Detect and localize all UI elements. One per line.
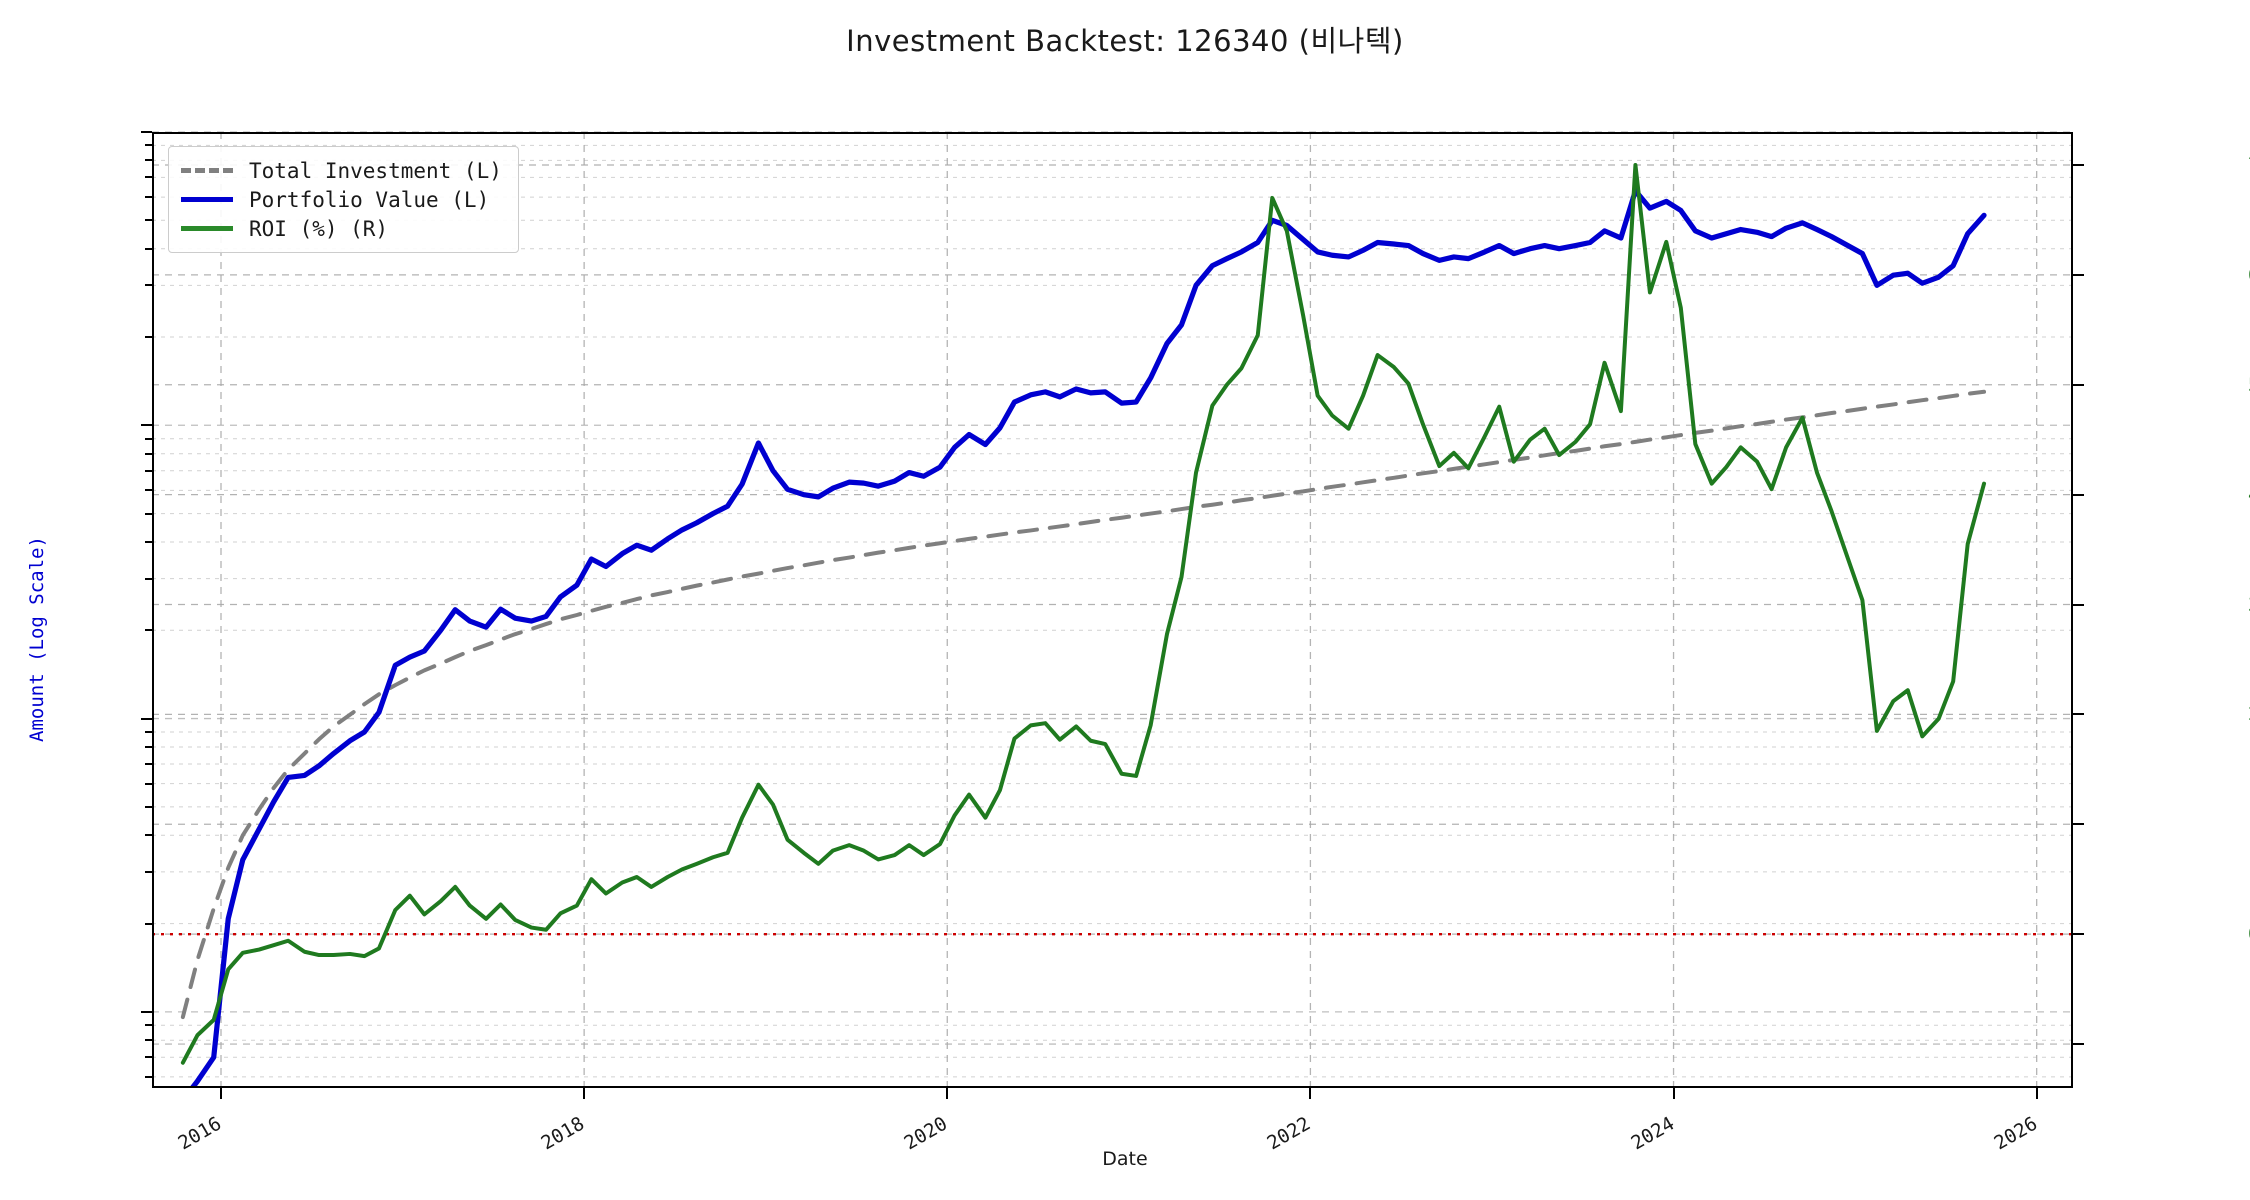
y-axis-right-tick-label: 700 [2248, 154, 2250, 176]
y-axis-right-tick-label: -100 [2248, 1033, 2250, 1055]
y-axis-left-minor-tick [145, 805, 152, 808]
y-axis-left-tick-mark [141, 1010, 152, 1013]
y-axis-left-minor-tick [145, 512, 152, 515]
series-line-2 [180, 162, 1987, 1065]
series-line-0 [180, 389, 1987, 1020]
legend-swatch-green-icon [181, 226, 233, 231]
legend-item-total-investment[interactable]: Total Investment (L) [181, 156, 502, 185]
y-axis-left-minor-tick [145, 834, 152, 837]
y-axis-right-tick-mark [2073, 493, 2084, 496]
y-axis-left-label: Amount (Log Scale) [26, 536, 48, 742]
y-axis-right-tick-mark [2073, 933, 2084, 936]
legend-item-portfolio-value[interactable]: Portfolio Value (L) [181, 185, 502, 214]
y-axis-right-tick-label: 0 [2248, 923, 2250, 945]
x-axis-tick-mark [1672, 1088, 1675, 1099]
y-axis-left-minor-tick [145, 1039, 152, 1042]
y-axis-left-minor-tick [145, 284, 152, 287]
x-axis-label: Date [1102, 1148, 1148, 1170]
y-axis-right-tick-mark [2073, 163, 2084, 166]
y-axis-right-tick-label: 100 [2248, 813, 2250, 835]
y-axis-right-tick-mark [2073, 273, 2084, 276]
data-series-layer [180, 162, 1987, 1088]
page-title: Investment Backtest: 126340 (비나텍) [846, 24, 1404, 58]
y-axis-left-minor-tick [145, 745, 152, 748]
y-axis-left-minor-tick [145, 144, 152, 147]
y-axis-left-minor-tick [145, 762, 152, 765]
y-axis-left-minor-tick [145, 1056, 152, 1059]
plot-area: Total Investment (L) Portfolio Value (L)… [26, 131, 2250, 1155]
y-axis-left-minor-tick [145, 335, 152, 338]
x-axis-tick-mark [583, 1088, 586, 1099]
y-axis-left-tick-mark [141, 424, 152, 427]
y-axis-right-tick-mark [2073, 603, 2084, 606]
series-line-1 [188, 188, 1987, 1088]
y-axis-right-tick-mark [2073, 383, 2084, 386]
y-axis-right-tick-mark [2073, 1043, 2084, 1046]
legend-label: ROI (%) (R) [249, 216, 389, 241]
legend-item-roi[interactable]: ROI (%) (R) [181, 214, 502, 243]
y-axis-right-tick-mark [2073, 713, 2084, 716]
legend[interactable]: Total Investment (L) Portfolio Value (L)… [168, 146, 519, 253]
y-axis-left-minor-tick [145, 540, 152, 543]
y-axis-right-tick-label: 600 [2248, 264, 2250, 286]
x-axis-tick-mark [1309, 1088, 1312, 1099]
legend-label: Total Investment (L) [249, 158, 502, 183]
y-axis-right-tick-label: 500 [2248, 374, 2250, 396]
y-axis-right-tick-label: 300 [2248, 594, 2250, 616]
y-axis-left-minor-tick [145, 452, 152, 455]
y-axis-right-tick-mark [2073, 823, 2084, 826]
x-axis-tick-mark [219, 1088, 222, 1099]
x-axis-tick-mark [946, 1088, 949, 1099]
x-axis-tick-mark [2035, 1088, 2038, 1099]
y-axis-left-minor-tick [145, 1075, 152, 1078]
y-axis-left-minor-tick [145, 730, 152, 733]
y-axis-left-minor-tick [145, 247, 152, 250]
y-axis-left-tick-mark [141, 131, 152, 133]
y-axis-right-tick-label: 200 [2248, 703, 2250, 725]
y-axis-left-minor-tick [145, 196, 152, 199]
y-axis-left-minor-tick [145, 469, 152, 472]
y-axis-left-minor-tick [145, 782, 152, 785]
y-axis-left-minor-tick [145, 922, 152, 925]
y-axis-left-minor-tick [145, 176, 152, 179]
y-axis-left-minor-tick [145, 1024, 152, 1027]
legend-label: Portfolio Value (L) [249, 187, 490, 212]
plot-frame [152, 132, 2073, 1088]
y-axis-left-minor-tick [145, 629, 152, 632]
legend-swatch-dashed-icon [181, 168, 233, 173]
y-axis-left-tick-mark [141, 717, 152, 720]
y-axis-left-minor-tick [145, 870, 152, 873]
y-axis-left-minor-tick [145, 577, 152, 580]
y-axis-left-minor-tick [145, 219, 152, 222]
y-axis-left-minor-tick [145, 159, 152, 162]
y-axis-left-minor-tick [145, 489, 152, 492]
legend-swatch-blue-icon [181, 197, 233, 202]
y-axis-right-tick-label: 400 [2248, 484, 2250, 506]
y-axis-left-minor-tick [145, 437, 152, 440]
